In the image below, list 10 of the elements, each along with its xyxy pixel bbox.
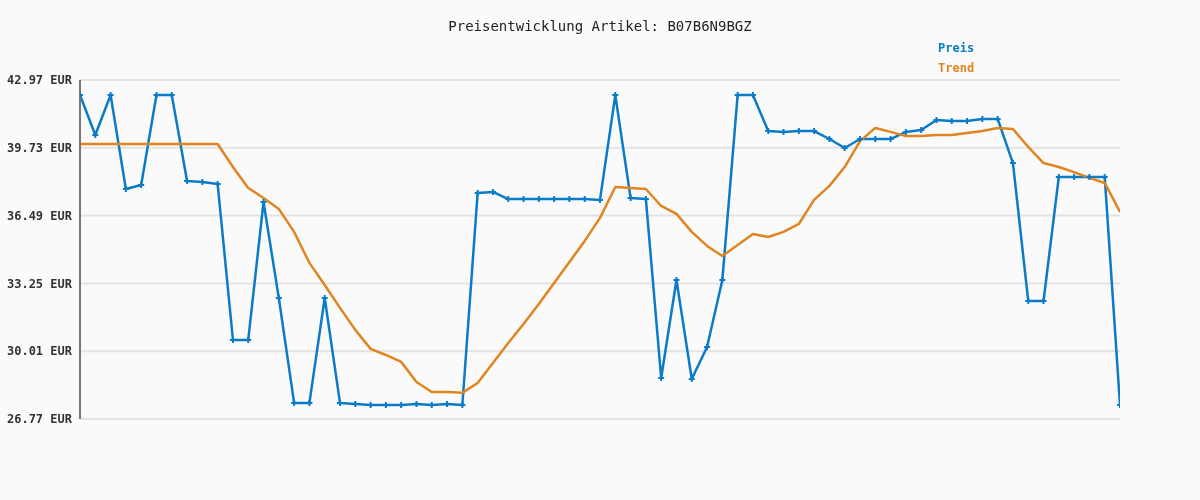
line-series — [80, 126, 1120, 395]
y-tick-label: 30.01 EUR — [6, 344, 73, 359]
y-tick-label: 39.73 EUR — [6, 141, 73, 156]
y-tick-label: 33.25 EUR — [6, 276, 73, 291]
y-tick-label: 26.77 EUR — [6, 412, 73, 427]
y-tick-label: 42.97 EUR — [6, 73, 73, 88]
text: Preis — [938, 40, 975, 57]
chart-title: Preisentwicklung Artikel: B07B6N9BGZ — [447, 18, 753, 34]
y-tick-label: 36.49 EUR — [6, 208, 73, 223]
text: Trend — [938, 60, 975, 77]
